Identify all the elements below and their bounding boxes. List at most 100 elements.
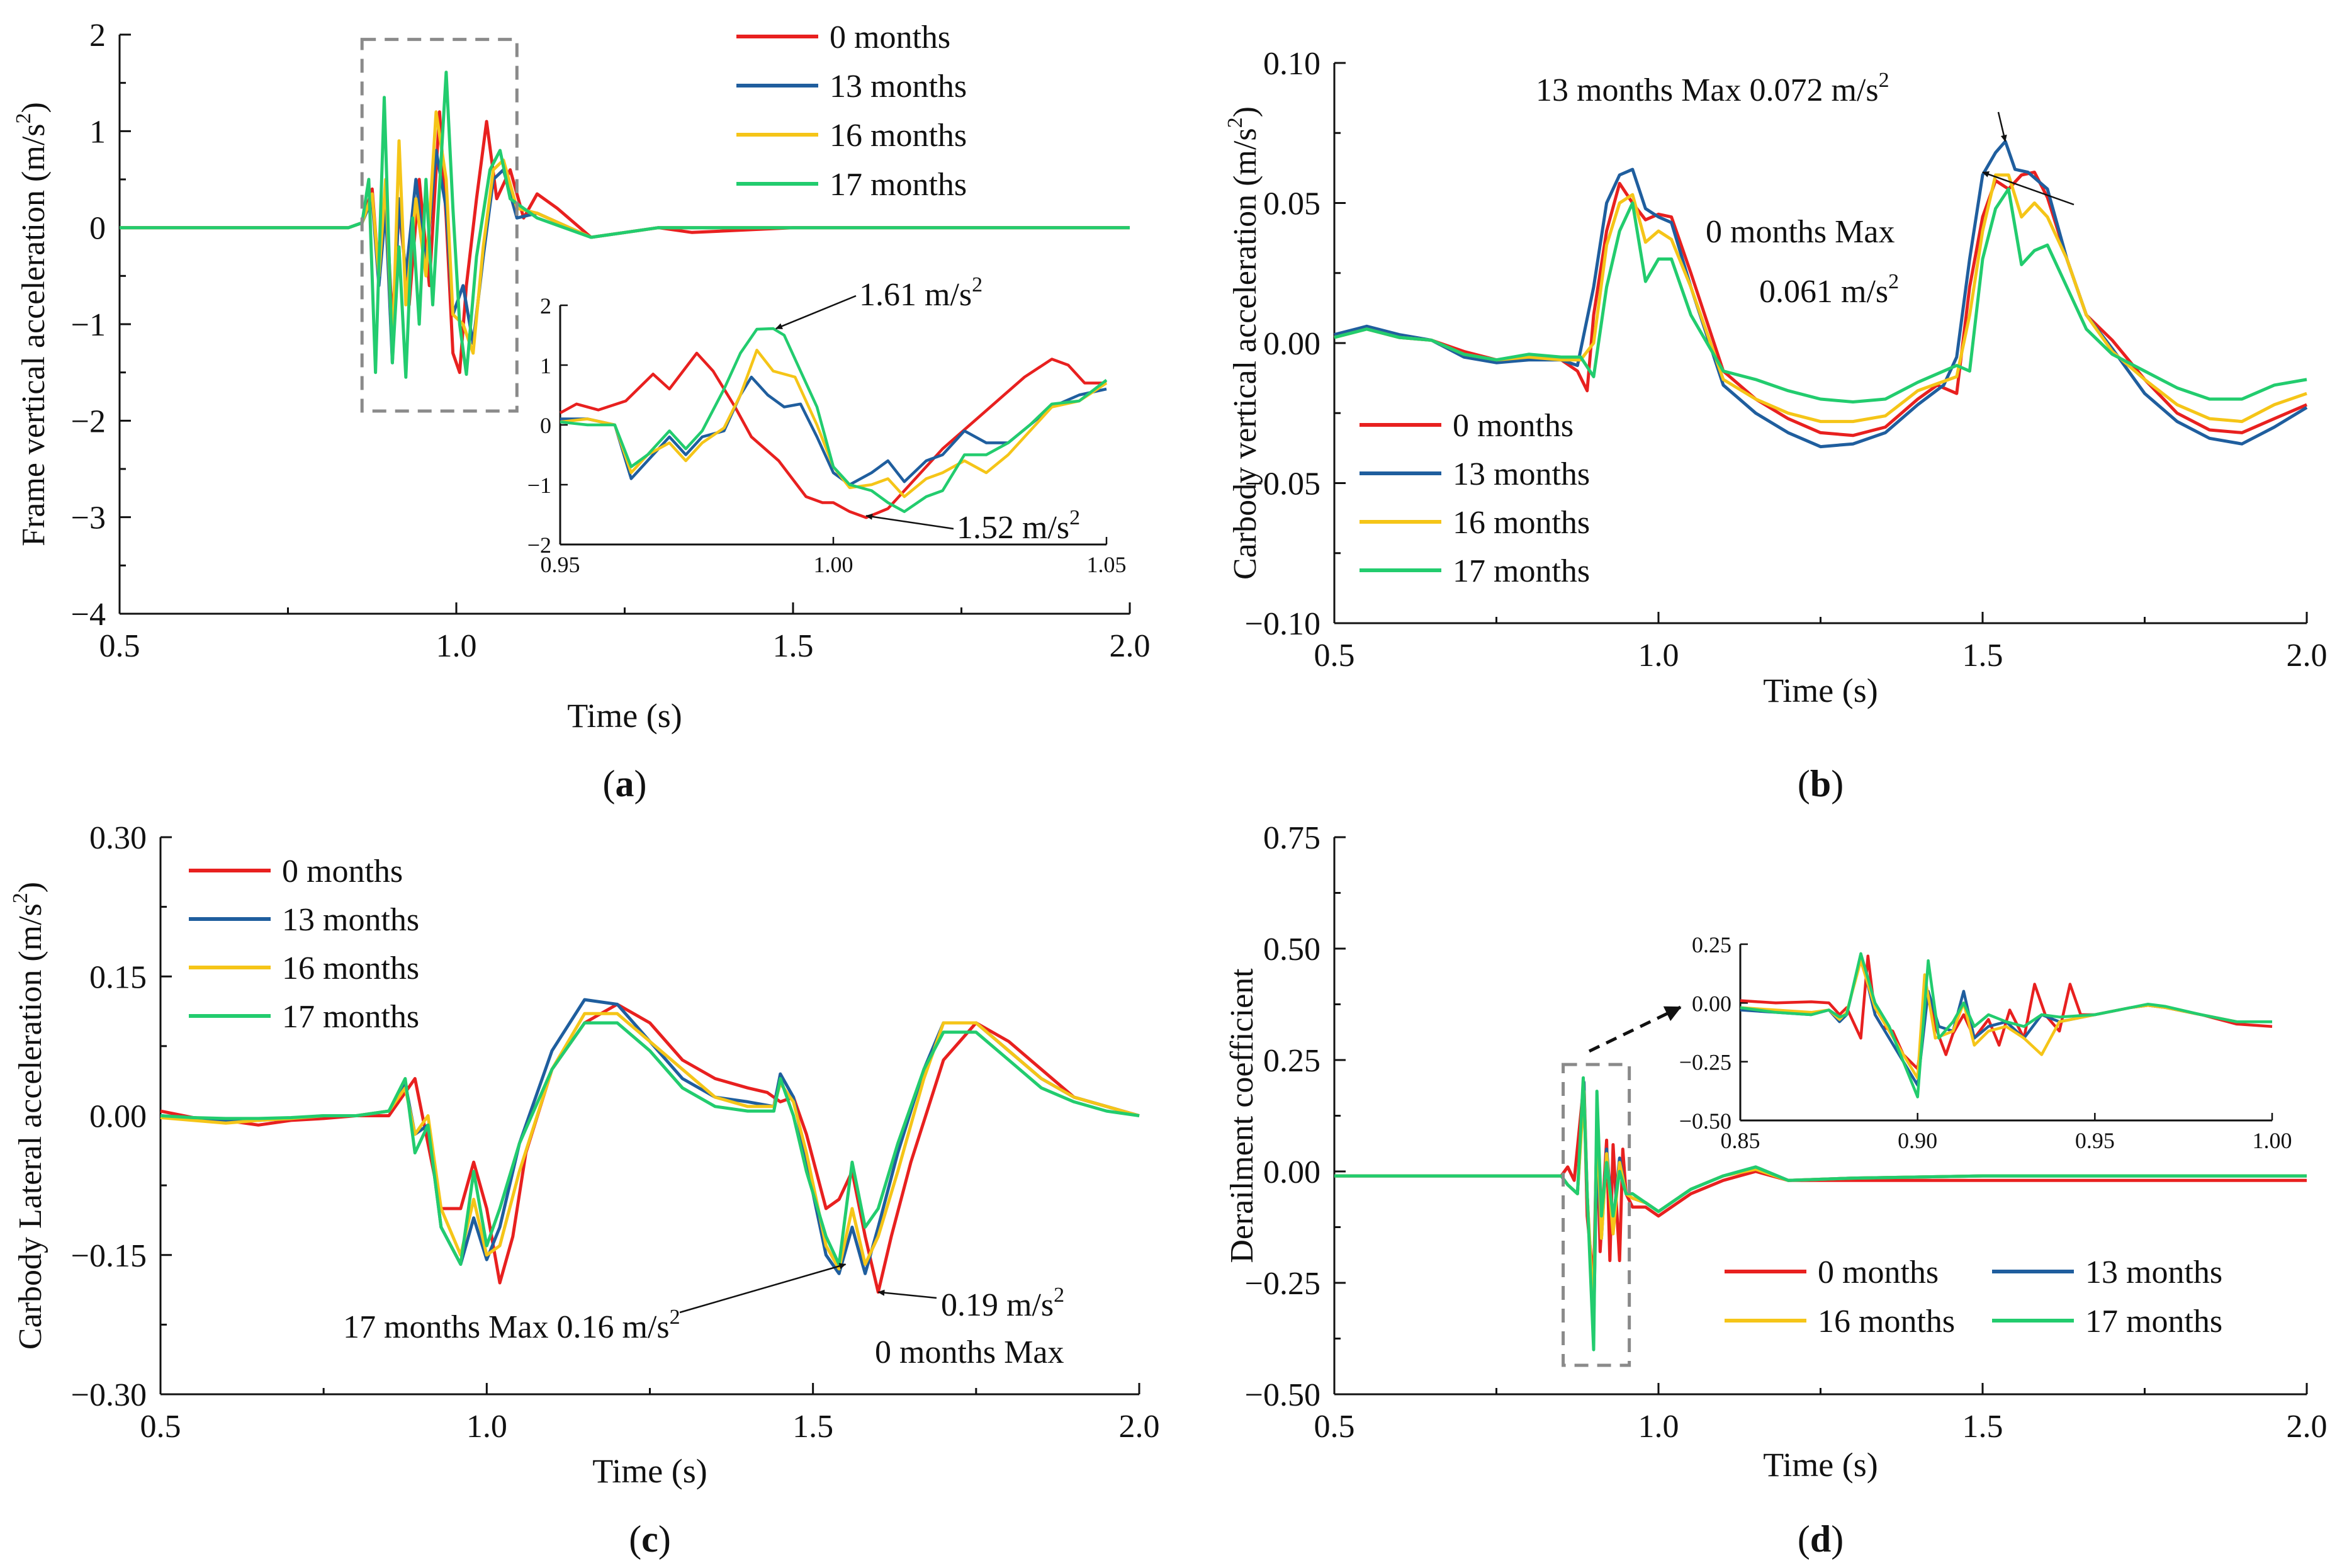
inset-x-tick-label: 1.00 — [814, 552, 853, 577]
y-tick-label: 0.15 — [89, 959, 147, 995]
inset-y-tick-label: 0.25 — [1692, 932, 1731, 957]
annotation-label: 0 months Max — [1706, 214, 1894, 250]
x-axis-label: Time (s) — [1763, 1446, 1878, 1484]
inset-x-tick-label: 1.00 — [2253, 1128, 2292, 1153]
annotation-label: 13 months Max 0.072 m/s2 — [1536, 69, 1889, 108]
x-tick-label: 2.0 — [2287, 1409, 2328, 1445]
x-tick-label: 1.0 — [466, 1409, 507, 1445]
inset-y-tick-label: −0.25 — [1679, 1050, 1731, 1075]
x-tick-label: 1.5 — [1962, 638, 2003, 674]
legend-label: 0 months — [1818, 1255, 1939, 1290]
annotation-label: 1.52 m/s2 — [957, 506, 1080, 546]
y-tick-label: −0.15 — [71, 1238, 147, 1274]
y-tick-label: 0 — [89, 211, 106, 247]
y-tick-label: 1 — [89, 114, 106, 150]
y-tick-label: 2 — [89, 18, 106, 54]
annotation-arrow — [1982, 171, 2075, 206]
series-line-17m — [120, 71, 1130, 379]
y-tick-label: 0.25 — [1263, 1043, 1320, 1079]
legend-label: 0 months — [830, 20, 950, 55]
x-tick-label: 0.5 — [1314, 1409, 1355, 1445]
series-line-0m — [160, 1003, 1140, 1294]
series-line-17m — [1334, 1076, 2307, 1351]
x-tick-label: 1.5 — [792, 1409, 833, 1445]
inset-series-line-16m — [560, 349, 1108, 499]
inset-y-tick-label: −1 — [527, 473, 551, 498]
legend: 0 months 13 months 16 months 17 months — [1360, 408, 1590, 589]
legend-label: 13 months — [830, 69, 967, 104]
x-tick-label: 2.0 — [1110, 628, 1151, 664]
series-group — [1334, 1076, 2307, 1351]
zoom-arrow — [1588, 1005, 1682, 1053]
annotation-arrow — [775, 295, 857, 330]
legend-label: 0 months — [282, 854, 403, 889]
legend: 0 months 13 months 16 months 17 months — [1725, 1255, 2222, 1340]
legend: 0 months 13 months 16 months 17 months — [189, 854, 419, 1035]
y-tick-label: −4 — [71, 597, 106, 633]
panel-label: (a) — [603, 763, 647, 804]
zoom-box — [1562, 1063, 1631, 1367]
legend-label: 13 months — [282, 902, 419, 938]
inset-x-tick-label: 0.95 — [2075, 1128, 2115, 1153]
series-group — [160, 998, 1140, 1294]
y-tick-label: −1 — [71, 307, 106, 343]
legend-label: 16 months — [1453, 505, 1590, 541]
inset-x-tick-label: 0.95 — [541, 552, 580, 577]
y-tick-label: −0.10 — [1245, 606, 1320, 642]
panel-label: (b) — [1798, 763, 1844, 804]
x-tick-label: 0.5 — [140, 1409, 181, 1445]
y-tick-label: 0.00 — [89, 1099, 147, 1135]
inset-x-tick-label: 0.85 — [1721, 1128, 1760, 1153]
y-tick-label: −0.50 — [1245, 1377, 1320, 1413]
inset-series-line-0m — [559, 351, 1106, 519]
y-tick-label: 0.05 — [1263, 186, 1320, 222]
inset-y-tick-label: 0 — [540, 413, 551, 438]
annotation-arrow — [679, 1263, 847, 1314]
x-tick-label: 0.5 — [99, 628, 140, 664]
legend-label: 0 months — [1453, 408, 1574, 444]
x-tick-label: 1.5 — [773, 628, 814, 664]
annotation-label: 17 months Max 0.16 m/s2 — [343, 1306, 680, 1345]
x-axis-label: Time (s) — [592, 1452, 707, 1490]
series-line-17m — [160, 1021, 1140, 1266]
legend-label: 13 months — [2085, 1255, 2222, 1290]
y-axis-label: Carbody vertical acceleration (m/s2) — [1224, 106, 1263, 580]
legend-label: 17 months — [830, 167, 967, 203]
inset-chart: 0.85 0.90 0.95 1.00 −0.50 −0.25 0.00 0.25 — [1679, 932, 2292, 1153]
x-tick-label: 1.5 — [1962, 1409, 2003, 1445]
y-tick-label: −0.25 — [1245, 1266, 1320, 1302]
inset-series-line-17m — [560, 327, 1108, 514]
annotation-label: 0.061 m/s2 — [1759, 270, 1899, 310]
x-tick-label: 1.0 — [1638, 1409, 1679, 1445]
legend-label: 13 months — [1453, 456, 1590, 492]
inset-series-line-17m — [1740, 952, 2272, 1098]
panel-d: 0.5 1.0 1.5 2.0 −0.50 −0.25 0.00 0.25 0.50 0.75 Ti… — [1224, 820, 2328, 1560]
legend-label: 16 months — [1818, 1304, 1955, 1340]
series-line-16m — [1334, 173, 2307, 424]
x-axis-label: Time (s) — [567, 697, 682, 735]
zoom-box — [360, 38, 519, 413]
y-tick-label: −3 — [71, 500, 106, 536]
annotation-arrow — [877, 1289, 937, 1299]
legend-label: 16 months — [830, 118, 967, 154]
y-tick-label: 0.50 — [1263, 932, 1320, 967]
series-group — [1334, 140, 2308, 449]
annotation-arrow — [865, 513, 954, 530]
series-group — [120, 71, 1130, 379]
inset-x-tick-label: 1.05 — [1087, 552, 1127, 577]
y-axis-label: Frame vertical acceleration (m/s2) — [12, 102, 52, 546]
annotation-label: 0.19 m/s2 — [941, 1283, 1064, 1323]
panel-a: 0.5 1.0 1.5 2.0 −4 −3 −2 −1 0 1 2 Time (s) Frame ver… — [12, 18, 1151, 804]
y-tick-label: −2 — [71, 403, 106, 439]
x-axis-label: Time (s) — [1763, 672, 1878, 709]
x-tick-label: 1.0 — [1638, 638, 1679, 674]
y-tick-label: 0.10 — [1263, 46, 1320, 82]
panel-label: (c) — [629, 1518, 671, 1560]
inset-chart: 0.95 1.00 1.05 −2 −1 0 1 2 — [527, 293, 1127, 577]
y-tick-label: −0.30 — [71, 1377, 147, 1413]
panel-b: 0.5 1.0 1.5 2.0 −0.10 −0.05 0.00 0.05 0.10 Time (… — [1224, 46, 2328, 804]
inset-y-tick-label: 2 — [540, 293, 551, 319]
y-tick-label: 0.30 — [89, 820, 147, 856]
x-tick-label: 2.0 — [2287, 638, 2328, 674]
